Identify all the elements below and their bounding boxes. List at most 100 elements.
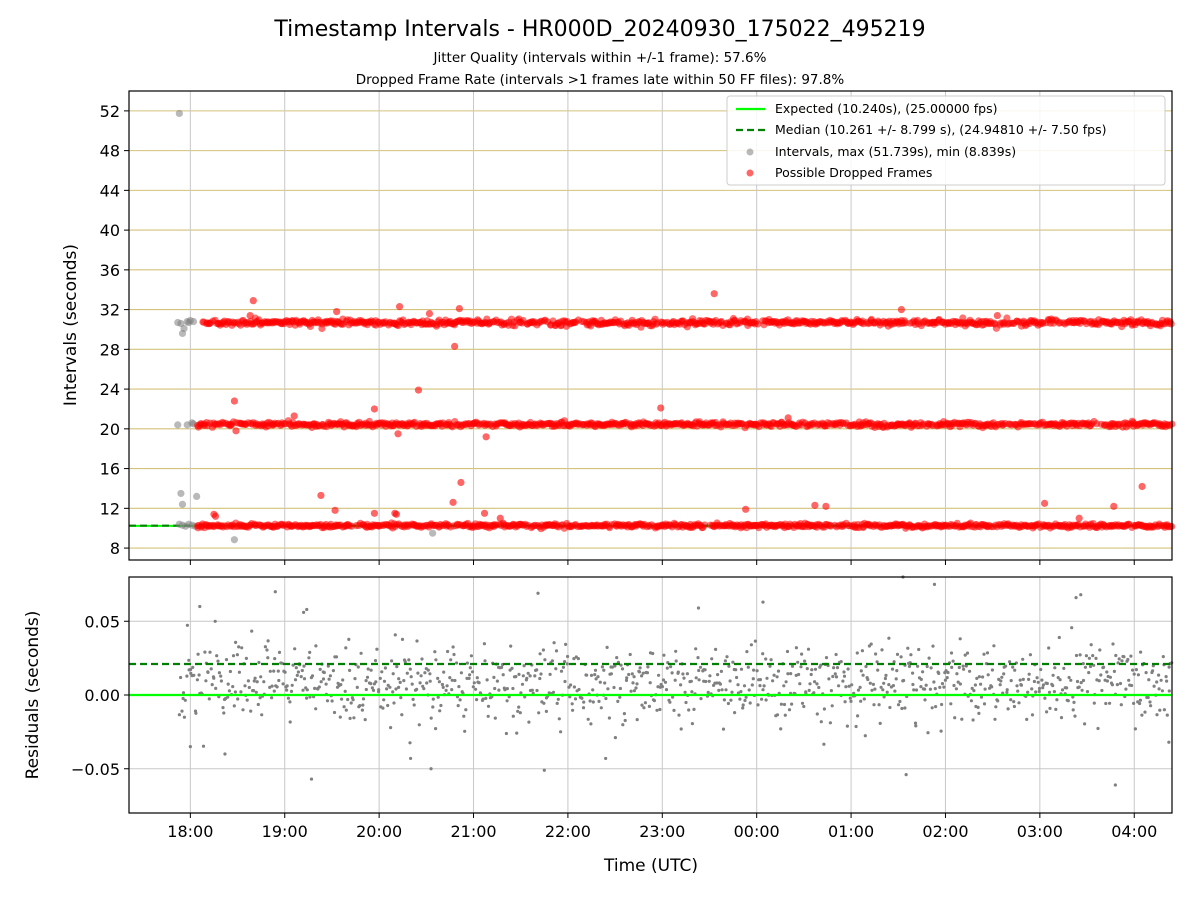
residual-point — [407, 658, 411, 662]
residual-point — [455, 661, 459, 665]
residual-point — [846, 667, 850, 671]
residual-point — [949, 651, 954, 655]
residual-point — [386, 703, 390, 708]
interval-point — [230, 536, 239, 544]
residual-point — [854, 724, 858, 729]
residual-point — [848, 696, 852, 700]
residual-point — [348, 668, 352, 673]
residual-point — [226, 695, 230, 699]
dropped-frame-point — [1075, 514, 1083, 522]
residual-point — [336, 681, 340, 685]
residual-point — [679, 683, 683, 687]
residual-point — [543, 658, 547, 662]
residual-point — [515, 731, 519, 735]
residual-point — [241, 708, 245, 712]
residual-point — [232, 704, 236, 708]
residual-point — [1067, 675, 1071, 680]
x-tick-label: 02:00 — [922, 822, 968, 841]
residual-point — [696, 656, 700, 660]
residual-point — [940, 702, 944, 707]
residual-point — [881, 688, 885, 692]
residual-point — [618, 695, 622, 699]
residual-point — [208, 650, 212, 654]
intervals-y-tick-label: 52 — [100, 102, 120, 121]
residual-point — [637, 670, 642, 674]
dropped-frame-point — [317, 491, 325, 500]
intervals-x-ticks — [189, 560, 1135, 565]
residual-point — [690, 722, 695, 726]
residual-point — [875, 660, 879, 664]
residual-point — [839, 660, 843, 664]
residual-point — [189, 667, 193, 672]
residual-point — [234, 640, 238, 645]
residual-point — [353, 677, 357, 681]
residual-point — [296, 670, 300, 674]
residual-point — [501, 673, 505, 677]
residual-point — [214, 686, 218, 691]
residual-point — [255, 680, 259, 684]
residual-point — [1004, 664, 1008, 668]
residual-point — [1102, 665, 1106, 669]
residual-point — [309, 777, 314, 781]
residual-point — [1006, 707, 1010, 711]
residual-point — [771, 679, 775, 683]
residual-point — [739, 690, 743, 694]
residual-point — [1127, 678, 1131, 682]
residual-point — [522, 664, 526, 668]
residual-point — [932, 582, 937, 586]
residual-point — [257, 660, 261, 665]
residual-point — [698, 665, 703, 669]
residual-point — [900, 706, 904, 711]
residual-point — [990, 685, 994, 689]
residual-point — [1034, 690, 1038, 694]
residual-point — [887, 683, 891, 687]
intervals-axes-frame — [128, 90, 1173, 561]
residual-point — [635, 718, 639, 722]
residual-point — [734, 668, 738, 672]
residual-point — [394, 687, 398, 691]
residual-point — [392, 701, 396, 705]
residuals-y-axis-label: Residuals (seconds) — [23, 611, 43, 780]
residual-point — [646, 665, 650, 669]
residual-point — [660, 685, 665, 689]
residual-point — [181, 696, 185, 701]
residual-point — [616, 699, 620, 704]
residual-point — [426, 668, 430, 672]
residual-point — [949, 702, 953, 706]
residual-point — [704, 679, 708, 684]
residual-point — [206, 670, 210, 675]
residual-point — [640, 674, 644, 678]
residual-point — [775, 675, 779, 679]
residual-point — [243, 684, 247, 688]
residual-point — [1167, 665, 1171, 669]
dropped-frame-point — [455, 305, 463, 313]
residual-point — [237, 645, 241, 649]
residual-point — [657, 673, 661, 677]
residual-point — [456, 704, 460, 708]
residual-point — [203, 650, 207, 654]
residual-point — [383, 666, 387, 670]
residual-point — [661, 678, 666, 682]
dropped-frame-point — [230, 397, 239, 405]
residual-point — [775, 713, 780, 717]
residual-point — [361, 697, 366, 701]
residual-point — [492, 675, 496, 680]
residual-point — [964, 664, 968, 668]
residual-point — [907, 664, 912, 669]
residual-point — [873, 687, 877, 691]
residual-point — [911, 682, 915, 687]
residual-point — [822, 707, 827, 711]
residual-point — [448, 676, 452, 680]
residual-point — [1159, 678, 1163, 682]
residual-point — [567, 685, 571, 689]
residual-point — [380, 670, 384, 674]
dropped-frame-point — [414, 386, 423, 394]
residual-point — [962, 667, 966, 671]
residual-point — [800, 652, 804, 656]
residual-point — [844, 685, 848, 689]
residual-point — [870, 688, 874, 692]
residual-point — [285, 684, 289, 688]
residual-point — [710, 657, 714, 661]
residual-point — [294, 666, 298, 670]
residual-point — [301, 688, 305, 692]
